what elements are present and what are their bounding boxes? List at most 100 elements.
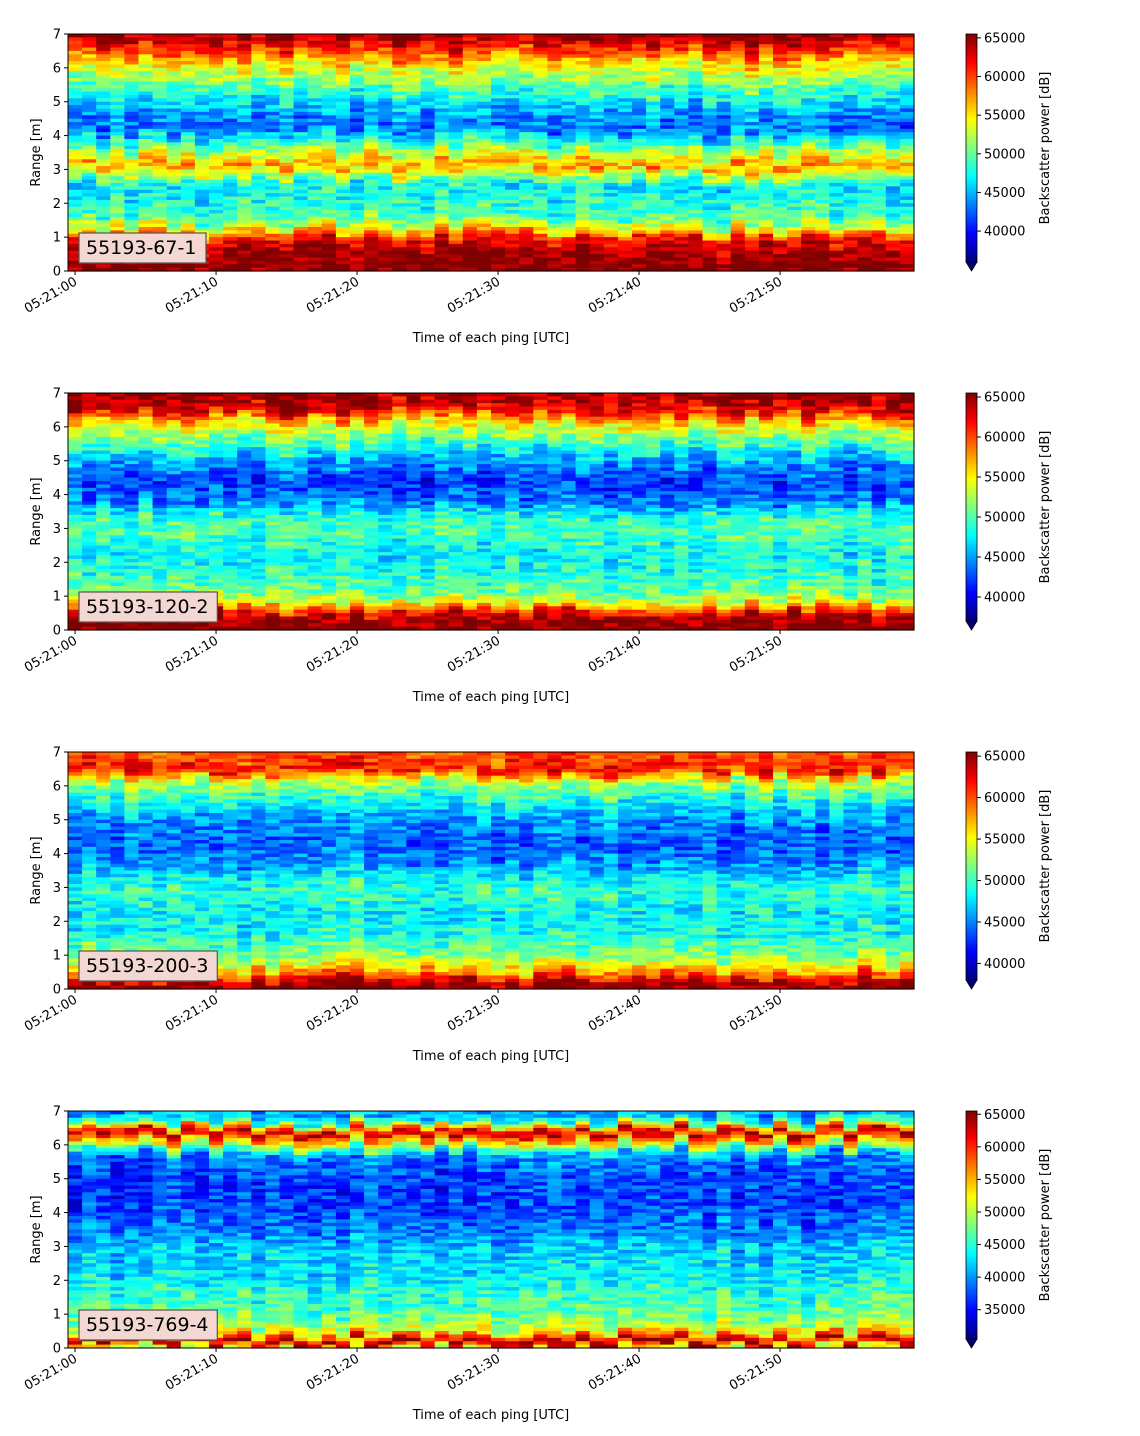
- heatmap-cell: [350, 203, 365, 208]
- heatmap-cell: [815, 159, 830, 164]
- heatmap-cell: [871, 105, 887, 110]
- heatmap-cell: [462, 94, 478, 99]
- heatmap-cell: [406, 135, 422, 140]
- heatmap-cell: [632, 37, 647, 42]
- heatmap-cell: [420, 88, 436, 93]
- heatmap-cell: [110, 40, 125, 45]
- heatmap-cell: [505, 182, 520, 187]
- heatmap-cell: [871, 115, 887, 120]
- heatmap-cell: [152, 210, 168, 215]
- heatmap-cell: [843, 142, 859, 147]
- heatmap-cell: [392, 213, 407, 218]
- heatmap-cell: [180, 155, 196, 160]
- axes-frame: [67, 33, 915, 272]
- heatmap-cell: [110, 545, 125, 550]
- heatmap-cell: [406, 186, 422, 191]
- heatmap-cell: [321, 169, 337, 174]
- heatmap-cell: [448, 105, 464, 110]
- heatmap-cell: [899, 149, 915, 154]
- heatmap-cell: [96, 182, 111, 187]
- heatmap-cell: [82, 203, 97, 208]
- heatmap-cell: [758, 145, 774, 150]
- heatmap-cell: [547, 91, 563, 96]
- heatmap-cell: [364, 260, 379, 265]
- heatmap-cell: [674, 94, 689, 99]
- heatmap-cell: [68, 206, 83, 211]
- heatmap-cell: [96, 464, 111, 469]
- heatmap-cell: [660, 149, 675, 154]
- heatmap-cell: [138, 545, 154, 550]
- heatmap-cell: [166, 138, 182, 143]
- heatmap-cell: [378, 254, 393, 259]
- heatmap-cell: [209, 94, 224, 99]
- heatmap-cell: [265, 159, 281, 164]
- heatmap-cell: [547, 186, 563, 191]
- heatmap-cell: [801, 162, 816, 167]
- heatmap-cell: [730, 111, 746, 116]
- heatmap-cell: [744, 186, 760, 191]
- heatmap-cell: [378, 237, 393, 242]
- heatmap-cell: [857, 233, 873, 238]
- heatmap-cell: [138, 426, 154, 431]
- heatmap-cell: [505, 50, 520, 55]
- heatmap-cell: [251, 260, 266, 265]
- heatmap-cell: [335, 257, 351, 262]
- heatmap-cell: [237, 47, 252, 52]
- heatmap-cell: [321, 226, 337, 231]
- heatmap-cell: [857, 193, 873, 198]
- heatmap-cell: [68, 250, 83, 255]
- heatmap-cell: [138, 145, 154, 150]
- heatmap-cell: [194, 44, 210, 49]
- heatmap-cell: [335, 162, 351, 167]
- heatmap-cell: [96, 548, 111, 553]
- heatmap-cell: [194, 396, 210, 401]
- heatmap-cell: [730, 257, 746, 262]
- heatmap-cell: [237, 91, 252, 96]
- heatmap-cell: [237, 243, 252, 248]
- heatmap-cell: [547, 138, 563, 143]
- heatmap-cell: [68, 213, 83, 218]
- heatmap-cell: [815, 138, 830, 143]
- heatmap-cell: [223, 176, 238, 181]
- heatmap-cell: [265, 243, 281, 248]
- heatmap-cell: [420, 145, 436, 150]
- heatmap-cell: [843, 250, 859, 255]
- heatmap-cell: [561, 203, 577, 208]
- heatmap-cell: [335, 176, 351, 181]
- heatmap-cell: [787, 230, 802, 235]
- heatmap-cell: [406, 169, 422, 174]
- heatmap-cell: [420, 74, 436, 79]
- heatmap-cell: [744, 223, 760, 228]
- heatmap-cell: [857, 186, 873, 191]
- heatmap-cell: [491, 94, 506, 99]
- heatmap-cell: [773, 199, 788, 204]
- heatmap-cell: [364, 172, 379, 177]
- heatmap-cell: [124, 514, 140, 519]
- heatmap-cell: [209, 37, 224, 42]
- heatmap-cell: [575, 155, 591, 160]
- heatmap-cell: [462, 189, 478, 194]
- heatmap-cell: [251, 115, 266, 120]
- heatmap-cell: [237, 169, 252, 174]
- heatmap-cell: [462, 37, 478, 42]
- heatmap-cell: [871, 88, 887, 93]
- heatmap-cell: [505, 47, 520, 52]
- heatmap-cell: [702, 203, 718, 208]
- heatmap-cell: [575, 78, 591, 82]
- heatmap-cell: [110, 437, 125, 441]
- heatmap-cell: [96, 149, 111, 154]
- heatmap-cell: [350, 145, 365, 150]
- heatmap-cell: [462, 162, 478, 167]
- heatmap-cell: [702, 135, 718, 140]
- heatmap-cell: [632, 138, 647, 143]
- heatmap-cell: [209, 538, 224, 543]
- heatmap-cell: [829, 40, 845, 45]
- heatmap-cell: [110, 166, 125, 171]
- heatmap-cell: [265, 179, 281, 184]
- heatmap-cell: [124, 169, 140, 174]
- heatmap-cell: [617, 257, 633, 262]
- heatmap-cell: [209, 193, 224, 198]
- heatmap-cell: [420, 142, 436, 147]
- heatmap-cell: [730, 135, 746, 140]
